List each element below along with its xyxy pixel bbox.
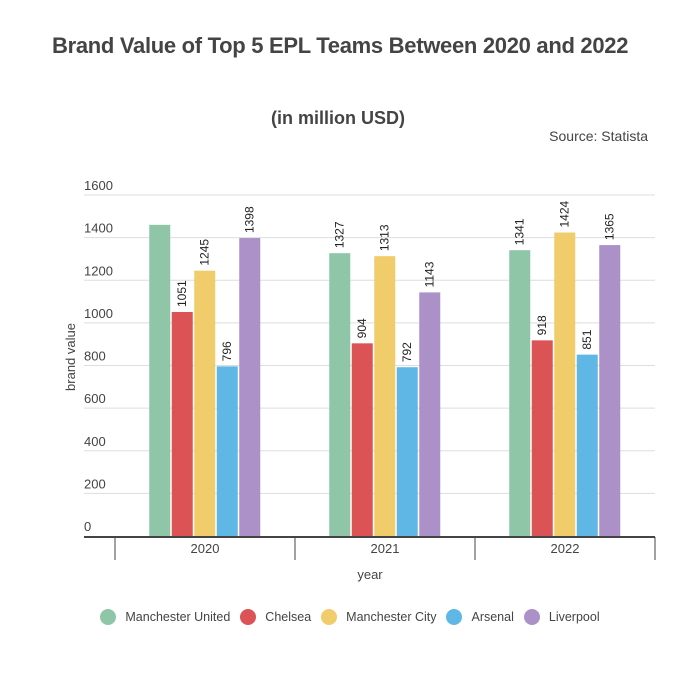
legend-label: Chelsea: [265, 610, 312, 624]
chart-source: Source: Statista: [549, 128, 648, 144]
y-tick-label: 400: [84, 434, 106, 449]
y-axis-ticks: 0 200 400 600 800 1000 1200 1400 1600: [84, 178, 113, 534]
y-tick-label: 1200: [84, 263, 113, 278]
bar-manchester-united-2022: [509, 250, 531, 536]
bar-liverpool-2021: [419, 292, 441, 536]
bar-arsenal-2021: [396, 367, 418, 536]
data-label: 904: [355, 318, 369, 338]
data-label: 1143: [423, 261, 437, 287]
legend-label: Arsenal: [471, 610, 514, 624]
x-axis: 2020 2021 2022: [84, 536, 656, 560]
legend-item[interactable]: Arsenal: [446, 609, 514, 625]
bar-manchester-city-2020: [194, 270, 216, 536]
y-tick-label: 800: [84, 349, 106, 364]
legend-dot-icon: [240, 609, 257, 625]
legend-dot-icon: [446, 609, 463, 625]
bar-chelsea-2021: [351, 343, 373, 536]
legend-dot-icon: [523, 609, 540, 625]
legend-dot-icon: [321, 609, 338, 625]
legend: Manchester United Chelsea Manchester City A…: [0, 609, 700, 625]
bar-manchester-city-2022: [554, 232, 576, 536]
bar-chart: 0 200 400 600 800 1000 1200 1400 1600 1051 1245 79…: [63, 178, 656, 582]
legend-label: Manchester United: [125, 610, 231, 624]
data-label: 1398: [243, 206, 257, 233]
legend-label: Liverpool: [548, 610, 600, 624]
data-label: 851: [580, 329, 594, 349]
y-tick-label: 1400: [84, 221, 113, 236]
legend-label: Manchester City: [346, 610, 437, 624]
bar-chelsea-2022: [531, 340, 553, 536]
bar-manchester-united-2020: [149, 224, 171, 536]
legend-item[interactable]: Manchester City: [321, 609, 436, 625]
legend-item[interactable]: Manchester United: [100, 609, 230, 625]
y-tick-label: 1600: [84, 178, 113, 193]
bar-liverpool-2022: [599, 245, 621, 536]
bar-chelsea-2020: [171, 312, 193, 536]
y-tick-label: 0: [84, 519, 91, 534]
x-tick-label: 2022: [551, 541, 580, 556]
bars: [149, 224, 621, 537]
bar-liverpool-2020: [239, 238, 261, 536]
y-tick-label: 200: [84, 476, 106, 491]
data-label: 918: [535, 315, 549, 335]
data-label: 1051: [175, 280, 189, 307]
bar-arsenal-2022: [576, 354, 598, 536]
data-label: 796: [220, 341, 234, 361]
legend-dot-icon: [100, 609, 117, 625]
legend-item[interactable]: Chelsea: [240, 609, 311, 625]
data-label: 1424: [558, 200, 572, 227]
legend-item[interactable]: Liverpool: [523, 609, 600, 625]
data-labels: 1051 1245 796 1398 1327 904 1313 792 1143 1341 918…: [175, 200, 617, 362]
x-tick-label: 2021: [371, 541, 400, 556]
data-label: 1245: [198, 239, 212, 266]
y-axis-title: brand value: [63, 323, 78, 391]
bar-manchester-city-2021: [374, 256, 396, 536]
data-label: 792: [400, 342, 414, 362]
bar-manchester-united-2021: [329, 253, 351, 537]
data-label: 1313: [378, 224, 392, 251]
chart-subtitle: (in million USD): [271, 108, 405, 128]
data-label: 1341: [513, 218, 527, 245]
y-tick-label: 600: [84, 391, 106, 406]
x-axis-title: year: [357, 567, 383, 582]
data-label: 1365: [603, 213, 617, 240]
data-label: 1327: [333, 221, 347, 248]
chart-title: Brand Value of Top 5 EPL Teams Between 2…: [52, 33, 629, 58]
y-tick-label: 1000: [84, 306, 113, 321]
x-tick-label: 2020: [191, 541, 220, 556]
bar-arsenal-2020: [216, 366, 238, 536]
